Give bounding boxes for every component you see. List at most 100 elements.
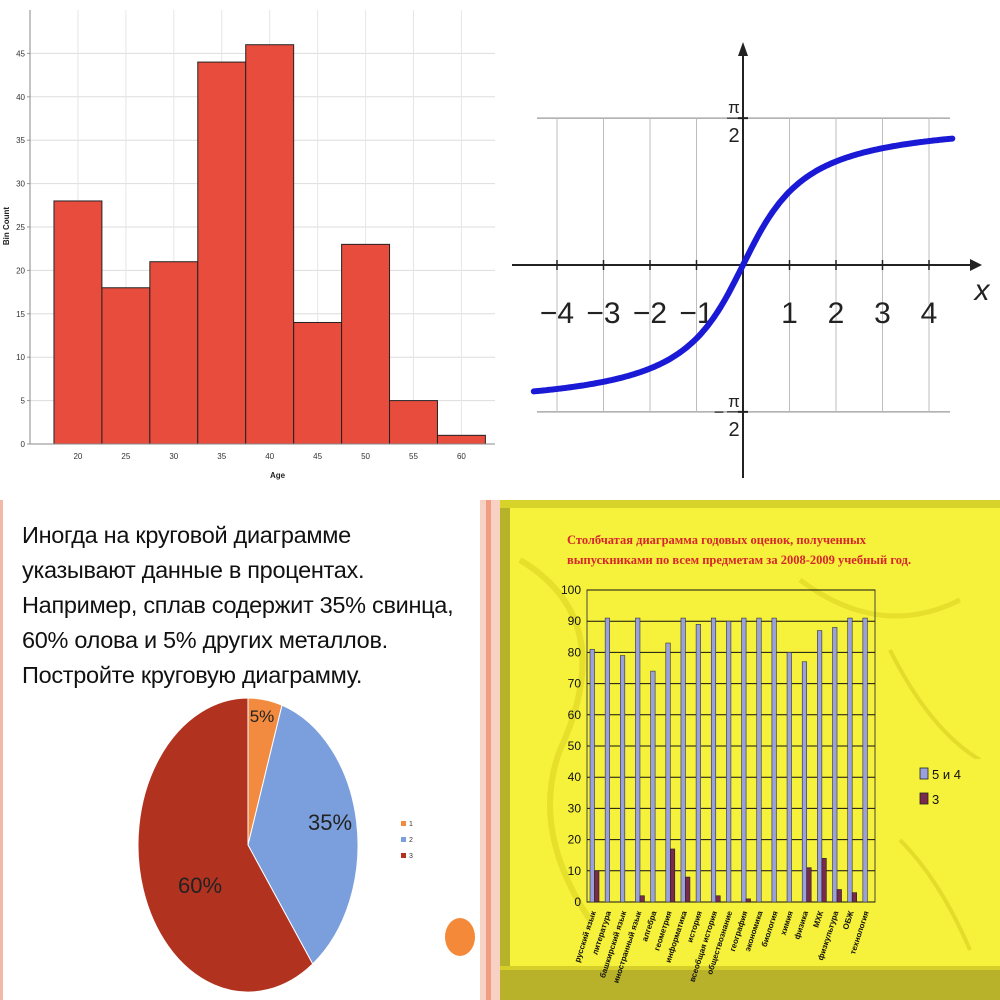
hist-bar	[101, 287, 151, 445]
atan-two-label: 2	[728, 419, 739, 441]
hist-bar	[245, 44, 295, 445]
pie-slice-label: 60%	[178, 873, 222, 898]
hist-xtick-label: 20	[73, 452, 82, 461]
grades-category-label: химия	[779, 910, 795, 937]
grades-bar-5and4	[801, 661, 808, 903]
hist-xtick-label: 55	[409, 452, 418, 461]
hist-bar	[197, 61, 247, 445]
grades-bar-5and4	[726, 620, 732, 903]
grades-bar-5and4	[695, 624, 701, 903]
grades-bar-5and4	[665, 642, 671, 903]
grades-bar-5and4	[635, 617, 641, 903]
hist-bar	[53, 200, 103, 445]
atan-xtick-label: 2	[828, 297, 845, 330]
grades-ytick-label: 70	[568, 677, 582, 691]
grades-bar-5and4	[620, 655, 626, 903]
grades-category-label: ОБЖ	[841, 909, 856, 931]
grades-bar-5and4	[771, 617, 777, 903]
grades-bar-3	[745, 898, 751, 903]
grades-bar-5and4	[862, 617, 868, 903]
grades-legend-label: 3	[932, 792, 939, 807]
atan-pi-label: π	[728, 392, 740, 411]
atan-y-arrow-icon	[738, 42, 748, 56]
hist-ytick-label: 15	[16, 310, 25, 319]
pie-task-text: Иногда на круговой диаграмме указывают д…	[22, 518, 492, 693]
grades-ytick-label: 40	[568, 770, 582, 784]
grades-ytick-label: 20	[568, 833, 582, 847]
hist-bar	[436, 434, 486, 445]
grades-bar-3	[836, 889, 842, 903]
grades-bar-3	[715, 895, 721, 903]
grades-bar-5and4	[650, 670, 656, 903]
hist-ytick-label: 25	[16, 223, 25, 232]
yellow-background-pattern	[500, 500, 1000, 1000]
age-histogram-chart: 0 5 10 15 20 25 30 35 40 45 20 25 30 35 40 45 50 55 60 Age B…	[2, 10, 495, 480]
grades-ytick-label: 80	[568, 645, 582, 659]
pie-legend-label: 2	[409, 837, 413, 844]
slide-nav-dot[interactable]	[445, 918, 475, 956]
grades-bar-5and4	[786, 652, 792, 903]
hist-xtick-label: 25	[121, 452, 130, 461]
grades-bar-5and4	[710, 617, 717, 903]
grades-bar-5and4	[817, 630, 823, 903]
pie-legend-swatch	[401, 821, 406, 826]
hist-xtick-label: 30	[169, 452, 178, 461]
grades-legend-swatch	[919, 792, 929, 805]
pie-slide-panel: Иногда на круговой диаграмме указывают д…	[0, 500, 500, 1000]
hist-ytick-label: 5	[21, 397, 26, 406]
hist-x-axis-title: Age	[270, 471, 286, 480]
grades-bar-3	[594, 870, 600, 903]
grades-bar-5and4	[604, 617, 610, 903]
hist-ytick-label: 35	[16, 136, 25, 145]
pie-slice	[137, 697, 314, 993]
age-histogram-panel: 0 5 10 15 20 25 30 35 40 45 20 25 30 35 40 45 50 55 60 Age B…	[0, 0, 500, 500]
atan-x-axis-label: x	[973, 274, 991, 307]
hist-y-axis-title: Bin Count	[2, 207, 11, 246]
hist-bar	[293, 321, 343, 445]
grades-chart-panel: Столбчатая диаграмма годовых оценок, пол…	[500, 500, 1000, 1000]
grades-legend-swatch	[919, 767, 929, 780]
atan-xtick-label: −3	[586, 297, 620, 330]
atan-minus-label: −	[714, 402, 725, 422]
hist-bar	[149, 261, 199, 445]
alloy-pie-chart: 5% 35% 60% 1 2 3	[137, 697, 413, 993]
hist-xtick-label: 60	[457, 452, 466, 461]
hist-ytick-label: 30	[16, 180, 25, 189]
pie-legend-swatch	[401, 837, 406, 842]
pie-task-line: указывают данные в процентах.	[22, 557, 365, 583]
grades-ytick-label: 50	[568, 739, 582, 753]
grades-legend-label: 5 и 4	[932, 767, 961, 782]
grades-title-line: Столбчатая диаграмма годовых оценок, пол…	[567, 533, 866, 547]
hist-xtick-label: 45	[313, 452, 322, 461]
atan-curve	[530, 135, 956, 395]
grades-bar-3	[821, 858, 827, 903]
grades-ytick-label: 10	[568, 864, 582, 878]
hist-xtick-label: 50	[361, 452, 370, 461]
grades-bar-3	[685, 876, 691, 903]
grades-bar-5and4	[756, 617, 762, 903]
pie-slice	[247, 704, 359, 965]
grades-bar-5and4	[680, 617, 686, 903]
hist-ytick-label: 40	[16, 93, 25, 102]
arctan-graph-panel: −4 −3 −2 −1 1 2 3 4 x π 2− π 2	[500, 0, 1000, 500]
hist-ytick-label: 20	[16, 266, 25, 275]
pie-task-line: 60% олова и 5% других металлов.	[22, 627, 388, 653]
grades-bar-5and4	[589, 648, 595, 903]
pie-slice-label: 5%	[250, 707, 275, 726]
pie-legend-label: 1	[409, 821, 413, 828]
atan-pi-label: π	[728, 98, 740, 117]
grades-bar-3	[669, 848, 676, 903]
slide-right-border-line	[486, 500, 491, 1000]
grades-bar-3	[806, 867, 812, 903]
atan-xtick-label: 3	[874, 297, 891, 330]
slide-left-border	[0, 500, 3, 1000]
grades-bar-3	[851, 892, 857, 903]
hist-ytick-label: 45	[16, 49, 25, 58]
grades-ytick-label: 60	[568, 708, 582, 722]
hist-ytick-label: 10	[16, 353, 25, 362]
hist-bar	[341, 243, 391, 445]
pie-task-line: Постройте круговую диаграмму.	[22, 662, 363, 688]
atan-xtick-label: −4	[540, 297, 574, 330]
